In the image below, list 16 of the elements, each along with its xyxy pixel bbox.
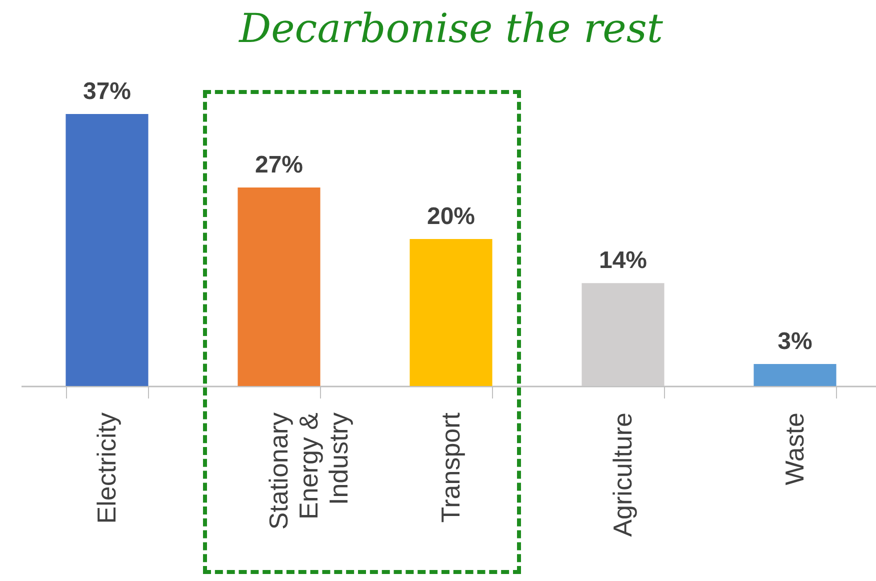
data-label: 3% [778,328,812,355]
data-label: 37% [82,78,132,105]
chart-title: Decarbonise the rest [238,6,664,52]
x-tick-label: Stationary Energy & Industry [264,412,354,530]
bar [582,283,664,386]
data-label: 14% [598,247,648,274]
data-label: 27% [254,152,304,179]
x-tick-label: Agriculture [608,412,638,537]
data-label: 20% [426,202,476,230]
x-tick-label: Electricity [92,412,122,524]
bar [66,114,148,386]
x-tick-label: Transport [436,412,466,523]
bar [410,238,492,386]
bar [754,364,836,386]
x-tick-label: Waste [780,412,810,486]
bar [238,188,320,386]
